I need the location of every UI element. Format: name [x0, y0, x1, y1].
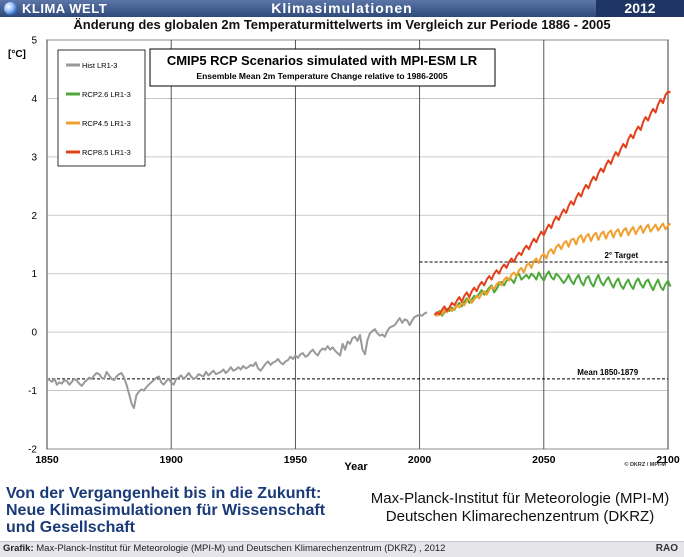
y-tick-label: 5 [31, 36, 37, 47]
legend-label: RCP2.6 LR1-3 [82, 90, 131, 99]
y-tick-label: 2 [31, 211, 37, 222]
footer: Grafik: Max-Planck-Institut für Meteorol… [0, 541, 684, 557]
globe-icon [4, 2, 17, 15]
series-line [434, 222, 672, 317]
footer-credit-label: Grafik: [3, 543, 34, 554]
page-title: Änderung des globalen 2m Temperaturmitte… [73, 17, 611, 32]
y-tick-label: -2 [28, 445, 37, 456]
legend-label: RCP4.5 LR1-3 [82, 119, 131, 128]
annotations: Mean 1850-1879 2° Target [47, 251, 668, 380]
legend-label: RCP8.5 LR1-3 [82, 148, 131, 157]
chart-subtitle: Ensemble Mean 2m Temperature Change rela… [196, 71, 447, 81]
x-tick-label: 2050 [532, 454, 556, 466]
series-line [46, 311, 428, 410]
y-tick-label: -1 [28, 386, 37, 397]
legend-label: Hist LR1-3 [82, 61, 117, 70]
app-name: KLIMA WELT [22, 1, 108, 16]
grid [46, 39, 669, 450]
y-tick-label: 1 [31, 269, 37, 280]
footer-credit-text: Max-Planck-Institut für Meteorologie (MP… [36, 543, 446, 554]
tick-labels: -2 -1 0 1 2 3 4 5 1850 1900 1950 2000 2050 2100 [28, 36, 680, 467]
y-axis-label: [°C] [8, 49, 26, 60]
series-line [433, 90, 671, 316]
annotation-label: 2° Target [604, 251, 638, 260]
y-tick-label: 3 [31, 152, 37, 163]
x-axis-label: Year [344, 461, 368, 473]
section-title: Klimasimulationen [271, 0, 413, 16]
plot-area [46, 39, 669, 450]
x-tick-label: 1850 [35, 454, 59, 466]
temperature-chart: Mean 1850-1879 2° Target -2 -1 0 1 2 3 4 5 1850 19… [0, 33, 684, 478]
footer-credit: Grafik: Max-Planck-Institut für Meteorol… [3, 542, 445, 556]
year-badge: 2012 [596, 0, 684, 17]
legend: Hist LR1-3 RCP2.6 LR1-3 RCP4.5 LR1-3 RCP8.5… [57, 49, 146, 167]
y-tick-label: 0 [31, 328, 37, 339]
x-tick-label: 2000 [408, 454, 432, 466]
institute-dkrz: Deutschen Klimarechenzentrum (DKRZ) [385, 508, 655, 525]
x-tick-label: 2100 [656, 454, 680, 466]
x-tick-label: 1900 [160, 454, 184, 466]
institutes: Max-Planck-Institut für Meteorologie (MP… [360, 490, 680, 526]
chart-title: CMIP5 RCP Scenarios simulated with MPI-E… [167, 53, 478, 68]
series-lines [46, 90, 672, 410]
header-bar: KLIMA WELT Klimasimulationen 2012 [0, 0, 684, 17]
annotation-label: Mean 1850-1879 [577, 368, 638, 377]
y-tick-label: 4 [31, 94, 37, 105]
bottom-panel: Von der Vergangenheit bis in die Zukunft… [0, 478, 684, 541]
tagline: Von der Vergangenheit bis in die Zukunft… [6, 485, 326, 536]
institute-mpim: Max-Planck-Institut für Meteorologie (MP… [370, 490, 670, 507]
watermark: © DKRZ / MPI-M [624, 461, 666, 468]
chart-title-box: CMIP5 RCP Scenarios simulated with MPI-E… [149, 48, 496, 87]
series-line [434, 270, 672, 317]
x-tick-label: 1950 [284, 454, 308, 466]
footer-code: RAO [655, 543, 678, 554]
